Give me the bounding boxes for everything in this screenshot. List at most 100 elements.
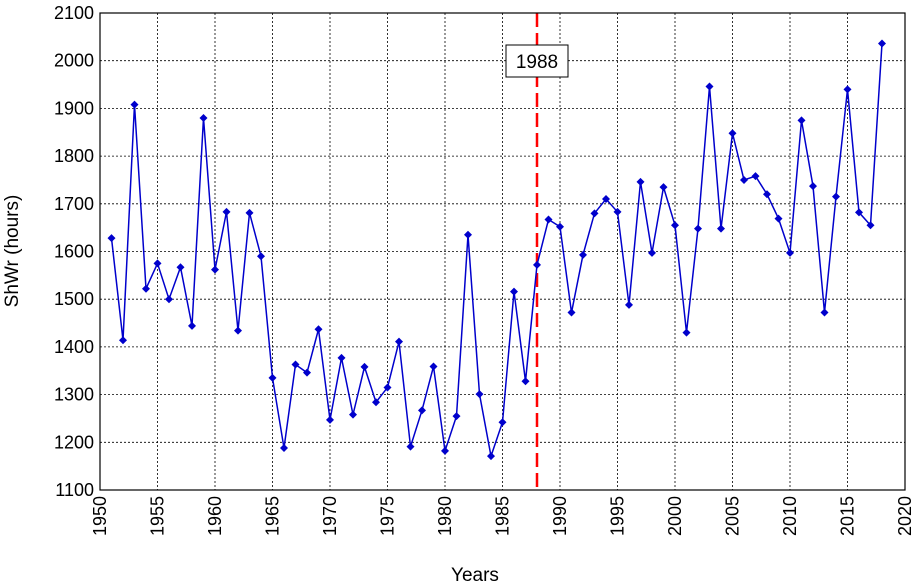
data-point: [337, 353, 346, 362]
data-point: [257, 252, 265, 261]
grid: [100, 13, 905, 490]
x-tick-label: 2000: [665, 496, 685, 536]
y-tick-label: 1100: [55, 480, 94, 500]
vline-annotation: 1988: [505, 13, 569, 490]
data-point: [130, 100, 139, 109]
data-point: [142, 284, 150, 293]
data-point: [464, 230, 472, 239]
data-point: [843, 85, 852, 94]
data-point: [832, 192, 840, 201]
data-point: [625, 300, 633, 309]
y-tick-label: 2000: [54, 51, 94, 71]
x-tick-label: 1980: [435, 496, 455, 536]
y-tick-labels: 1100 1200 1300 1400 1500 1600 1700 1800 1900 2000…: [54, 3, 94, 500]
data-point: [383, 383, 392, 392]
data-point: [441, 446, 449, 455]
data-point: [510, 287, 518, 296]
x-tick-label: 1970: [320, 496, 340, 536]
y-tick-label: 1600: [54, 242, 94, 262]
x-tick-label: 2005: [723, 496, 743, 536]
data-point: [303, 368, 311, 377]
plot-frame: [99, 12, 906, 491]
data-point: [234, 326, 242, 335]
data-point: [222, 207, 231, 216]
data-point: [406, 442, 415, 451]
data-point: [349, 410, 357, 419]
x-tick-label: 1995: [608, 496, 628, 536]
data-point: [751, 172, 760, 181]
data-point: [613, 207, 622, 216]
data-point: [774, 214, 783, 223]
x-tick-label: 2020: [895, 496, 914, 536]
data-point: [176, 263, 185, 272]
y-axis-title: ShWr (hours): [2, 195, 23, 308]
data-point: [763, 190, 771, 199]
data-point: [809, 182, 817, 191]
data-point: [579, 250, 587, 259]
data-point: [372, 398, 380, 407]
data-point: [590, 209, 599, 218]
data-point: [280, 444, 288, 453]
y-tick-label: 2100: [54, 3, 94, 23]
data-point: [452, 412, 461, 421]
data-points: [107, 39, 886, 461]
data-point: [728, 129, 737, 138]
data-point: [119, 336, 127, 345]
x-tick-label: 1965: [263, 496, 283, 536]
data-point: [418, 406, 426, 415]
data-point: [556, 222, 564, 231]
data-point: [694, 224, 702, 233]
x-tick-label: 1950: [90, 496, 110, 536]
data-point: [648, 248, 656, 257]
y-tick-label: 1700: [54, 194, 94, 214]
data-point: [866, 221, 875, 230]
x-tick-label: 1960: [205, 496, 225, 536]
data-point: [326, 415, 334, 424]
y-tick-label: 1400: [54, 337, 94, 357]
data-point: [682, 328, 691, 337]
data-point: [878, 39, 886, 48]
data-point: [314, 325, 323, 334]
data-point: [671, 221, 679, 230]
data-point: [855, 208, 863, 217]
data-point: [740, 175, 748, 184]
annotation-label: 1988: [516, 52, 558, 73]
x-tick-label: 2010: [780, 496, 800, 536]
data-point: [786, 248, 794, 257]
x-tick-label: 1955: [148, 496, 168, 536]
data-point: [188, 321, 196, 330]
data-point: [291, 360, 300, 369]
data-point: [211, 265, 219, 274]
y-tick-label: 1900: [54, 98, 94, 118]
data-point: [521, 377, 530, 386]
x-tick-label: 2015: [838, 496, 858, 536]
y-tick-label: 1300: [54, 385, 94, 405]
data-point: [544, 215, 553, 224]
data-point: [717, 224, 725, 233]
data-point: [268, 373, 277, 382]
data-point: [165, 295, 173, 304]
data-point: [797, 116, 806, 125]
x-tick-label: 1975: [378, 496, 398, 536]
x-tick-labels: 1950 1955 1960 1965 1970 1975 1980 1985 1990 1995…: [90, 496, 914, 536]
data-point: [107, 234, 116, 243]
data-point: [360, 362, 369, 371]
data-point: [636, 177, 645, 186]
data-point: [659, 183, 668, 192]
x-axis-title: Years: [451, 565, 499, 585]
data-point: [429, 362, 438, 371]
data-point: [567, 308, 576, 317]
data-point: [498, 418, 507, 427]
data-point: [533, 260, 541, 269]
data-point: [487, 452, 495, 461]
annotation-box: [505, 44, 569, 78]
data-point: [475, 390, 484, 399]
data-point: [199, 113, 208, 122]
data-point: [705, 82, 714, 91]
data-point: [245, 208, 254, 217]
data-point: [602, 195, 610, 204]
data-point: [820, 308, 829, 317]
data-point: [153, 259, 162, 268]
x-tick-label: 1985: [493, 496, 513, 536]
